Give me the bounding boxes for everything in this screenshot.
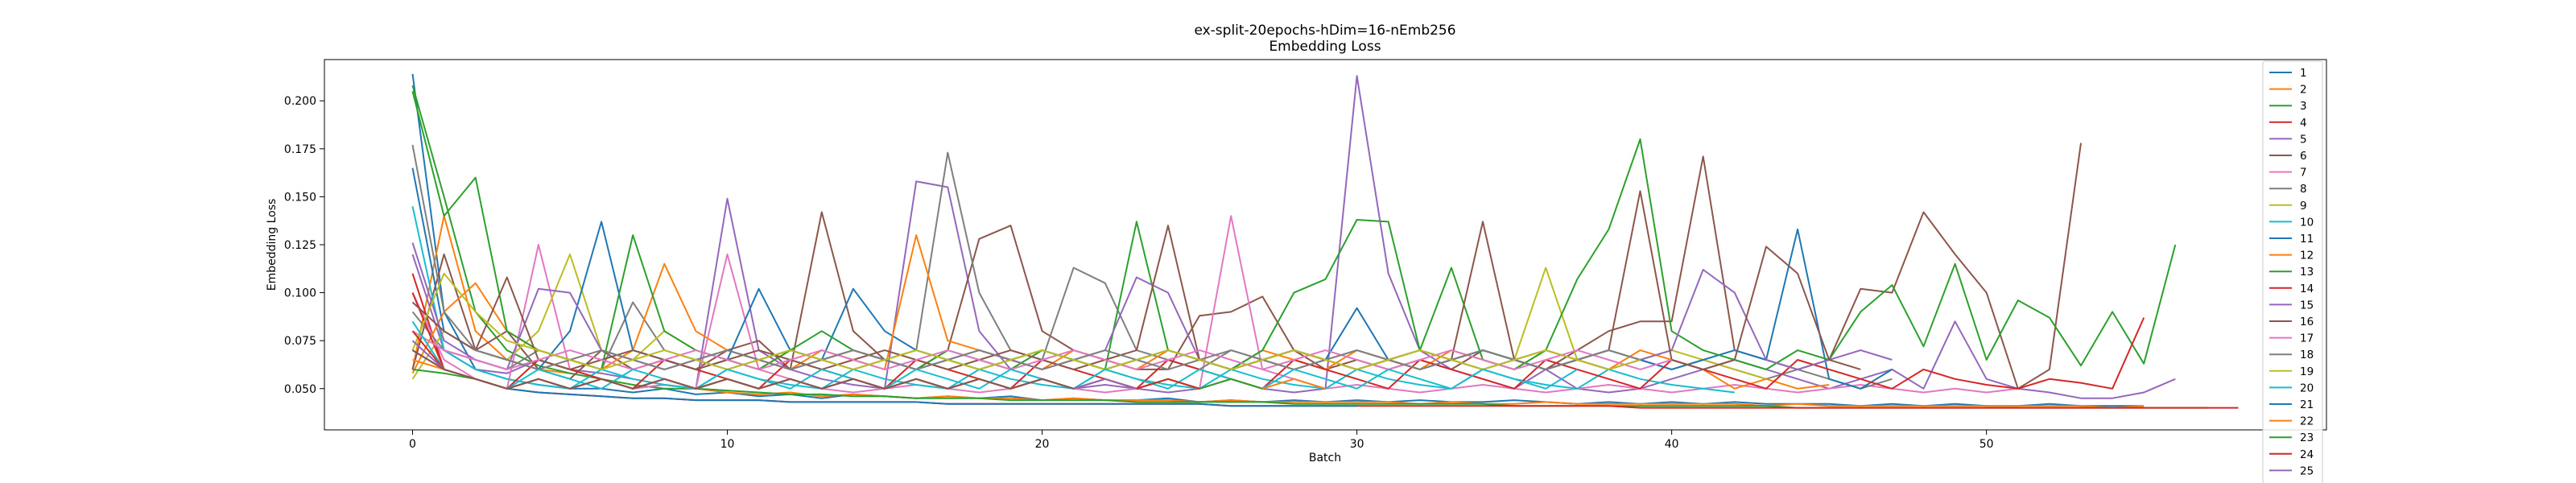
legend-entry-label: 2 (2300, 84, 2307, 97)
x-tick-label: 20 (1035, 438, 1050, 451)
legend-entry-label: 14 (2300, 283, 2314, 295)
y-tick-label: 0.100 (284, 287, 316, 300)
y-tick-label: 0.200 (284, 95, 316, 108)
legend-entry-label: 7 (2300, 167, 2307, 180)
legend-entry-label: 18 (2300, 349, 2314, 361)
legend-entry-label: 15 (2300, 299, 2314, 312)
y-axis-label: Embedding Loss (266, 199, 279, 291)
y-tick-label: 0.125 (284, 239, 316, 252)
legend-entry-label: 24 (2300, 448, 2314, 461)
y-tick-label: 0.075 (284, 335, 316, 348)
legend-entry-label: 9 (2300, 200, 2307, 213)
series-line-26 (411, 349, 1074, 390)
x-tick-label: 0 (409, 438, 416, 451)
chart-title: ex-split-20epochs-hDim=16-nEmb256 (1194, 23, 1455, 39)
series-line-21 (411, 349, 1357, 407)
legend-entry-label: 21 (2300, 398, 2314, 411)
x-tick-label: 30 (1350, 438, 1364, 451)
legend: 1234567891011121314151617181920212223242… (2262, 60, 2323, 483)
x-tick-label: 50 (1979, 438, 1994, 451)
series-line-5 (411, 75, 2176, 399)
y-tick-label: 0.050 (284, 383, 316, 396)
y-tick-label: 0.175 (284, 143, 316, 156)
series-line-14 (411, 292, 2145, 390)
series-line-17 (411, 330, 1672, 370)
legend-entry-label: 16 (2300, 316, 2314, 328)
legend-entry-label: 17 (2300, 332, 2314, 345)
legend-entry-label: 5 (2300, 133, 2307, 146)
series-line-16 (411, 190, 1861, 370)
series-line-18 (411, 144, 1641, 370)
legend-entry-label: 12 (2300, 250, 2314, 262)
legend-entry-label: 10 (2300, 216, 2314, 229)
legend-entry-label: 8 (2300, 183, 2307, 196)
legend-entry-label: 6 (2300, 150, 2307, 163)
legend-entry-label: 4 (2300, 117, 2307, 130)
x-tick-label: 10 (720, 438, 735, 451)
legend-entry-label: 13 (2300, 266, 2314, 279)
series-line-20 (411, 320, 1578, 390)
y-tick-label: 0.150 (284, 191, 316, 204)
legend-box (2262, 60, 2323, 483)
chart-subtitle: Embedding Loss (1269, 39, 1381, 55)
legend-entry-label: 19 (2300, 365, 2314, 378)
legend-entry-label: 23 (2300, 431, 2314, 444)
legend-entry-label: 20 (2300, 382, 2314, 394)
legend-entry-label: 26 (2300, 481, 2314, 483)
legend-entry-label: 11 (2300, 233, 2314, 246)
series-lines (411, 73, 2239, 409)
legend-entry-label: 1 (2300, 67, 2307, 80)
x-axis-label: Batch (1309, 452, 1341, 464)
axis-ticks: 0 10 20 30 40 50 0.050 0.075 0.100 0.125 0.150 0.17… (284, 95, 1994, 451)
legend-entry-label: 25 (2300, 464, 2314, 477)
series-line-19 (411, 272, 1641, 370)
x-tick-label: 40 (1665, 438, 1679, 451)
legend-entry-label: 22 (2300, 415, 2314, 428)
legend-entry-label: 3 (2300, 100, 2307, 113)
